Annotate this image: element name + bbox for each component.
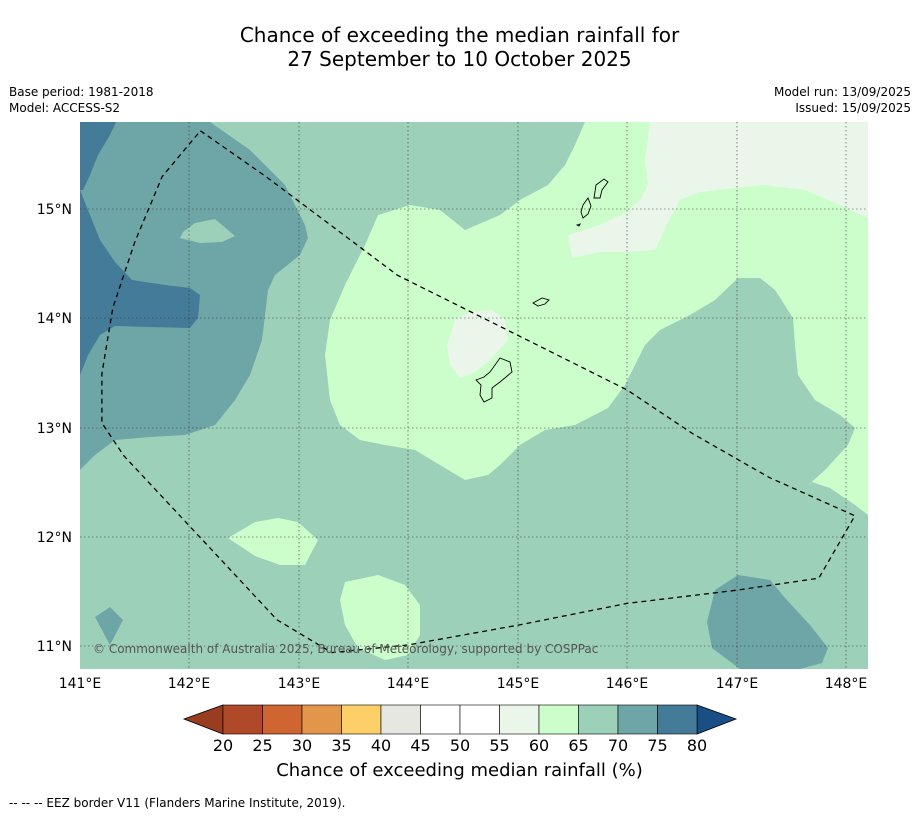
lon-tick-label: 144°E	[387, 676, 430, 692]
lon-tick-label: 142°E	[168, 676, 211, 692]
colorbar-tick-label: 75	[647, 736, 667, 755]
island-rota	[532, 297, 550, 307]
eez-border-line	[101, 130, 856, 654]
model-run-text: Model run: 13/09/2025	[773, 85, 911, 99]
contour-60-65-south	[340, 575, 420, 660]
colorbar-bin	[420, 704, 461, 735]
colorbar-bin	[222, 704, 263, 735]
colorbar-bin	[301, 704, 342, 735]
contour-60-65-main	[325, 122, 868, 515]
island-aguijan	[575, 223, 581, 227]
lon-tick-label: 145°E	[497, 676, 540, 692]
copyright-text: © Commonwealth of Australia 2025, Bureau…	[93, 642, 598, 656]
map-graticule	[80, 122, 868, 669]
longitude-ticks: 141°E 142°E 143°E 144°E 145°E 146°E 147°…	[59, 676, 868, 692]
colorbar-bin	[341, 704, 382, 735]
colorbar-bin	[499, 704, 540, 735]
islands-coastlines	[475, 178, 609, 403]
contour-60-65-southwest	[228, 518, 318, 565]
colorbar-tick-label: 55	[489, 736, 509, 755]
chart-title-line1: Chance of exceeding the median rainfall …	[239, 23, 680, 47]
lat-tick-label: 12°N	[37, 530, 72, 546]
colorbar-title: Chance of exceeding median rainfall (%)	[276, 760, 643, 781]
contour-55-60-northeast	[568, 122, 868, 258]
lon-tick-label: 147°E	[716, 676, 759, 692]
probability-contours	[80, 122, 868, 669]
lat-tick-label: 13°N	[37, 421, 72, 437]
colorbar-tick-label: 50	[450, 736, 470, 755]
contour-55-60-central	[447, 310, 508, 378]
lat-tick-label: 11°N	[37, 639, 72, 655]
contour-65-70-patch	[180, 219, 235, 243]
colorbar-tick-label: 25	[252, 736, 272, 755]
chart-title-line2: 27 September to 10 October 2025	[287, 47, 632, 71]
latitude-ticks: 15°N 14°N 13°N 12°N 11°N	[37, 202, 72, 655]
colorbar-bin	[578, 704, 619, 735]
colorbar-tick-label: 80	[687, 736, 707, 755]
contour-70-75-southwest	[95, 607, 123, 645]
base-period-text: Base period: 1981-2018	[9, 85, 154, 99]
colorbar: 20 25 30 35 40 45 50 55 60 65 70 75 80	[182, 704, 738, 755]
eez-legend-footnote: -- -- -- EEZ border V11 (Flanders Marine…	[9, 796, 346, 810]
contour-75-80-west	[80, 122, 116, 190]
colorbar-tick-label: 20	[213, 736, 233, 755]
island-tinian	[580, 197, 592, 219]
issued-text: Issued: 15/09/2025	[795, 101, 911, 115]
colorbar-tick-label: 70	[608, 736, 628, 755]
colorbar-bin	[538, 704, 579, 735]
colorbar-under-arrow	[182, 704, 224, 735]
colorbar-tick-label: 30	[292, 736, 312, 755]
lon-tick-label: 143°E	[278, 676, 321, 692]
colorbar-tick-label: 60	[529, 736, 549, 755]
colorbar-tick-label: 65	[568, 736, 588, 755]
island-guam	[475, 357, 513, 403]
lat-tick-label: 14°N	[37, 311, 72, 327]
island-saipan	[593, 178, 609, 199]
colorbar-tick-label: 35	[331, 736, 351, 755]
lon-tick-label: 141°E	[59, 676, 102, 692]
colorbar-over-arrow	[696, 704, 738, 735]
lon-tick-label: 148°E	[825, 676, 868, 692]
model-text: Model: ACCESS-S2	[9, 101, 121, 115]
colorbar-tick-label: 45	[410, 736, 430, 755]
lat-tick-label: 15°N	[37, 202, 72, 218]
colorbar-bin	[459, 704, 500, 735]
colorbar-bin	[617, 704, 658, 735]
colorbar-bin	[380, 704, 421, 735]
colorbar-tick-label: 40	[371, 736, 391, 755]
lon-tick-label: 146°E	[606, 676, 649, 692]
colorbar-bin	[262, 704, 303, 735]
colorbar-bin	[657, 704, 698, 735]
